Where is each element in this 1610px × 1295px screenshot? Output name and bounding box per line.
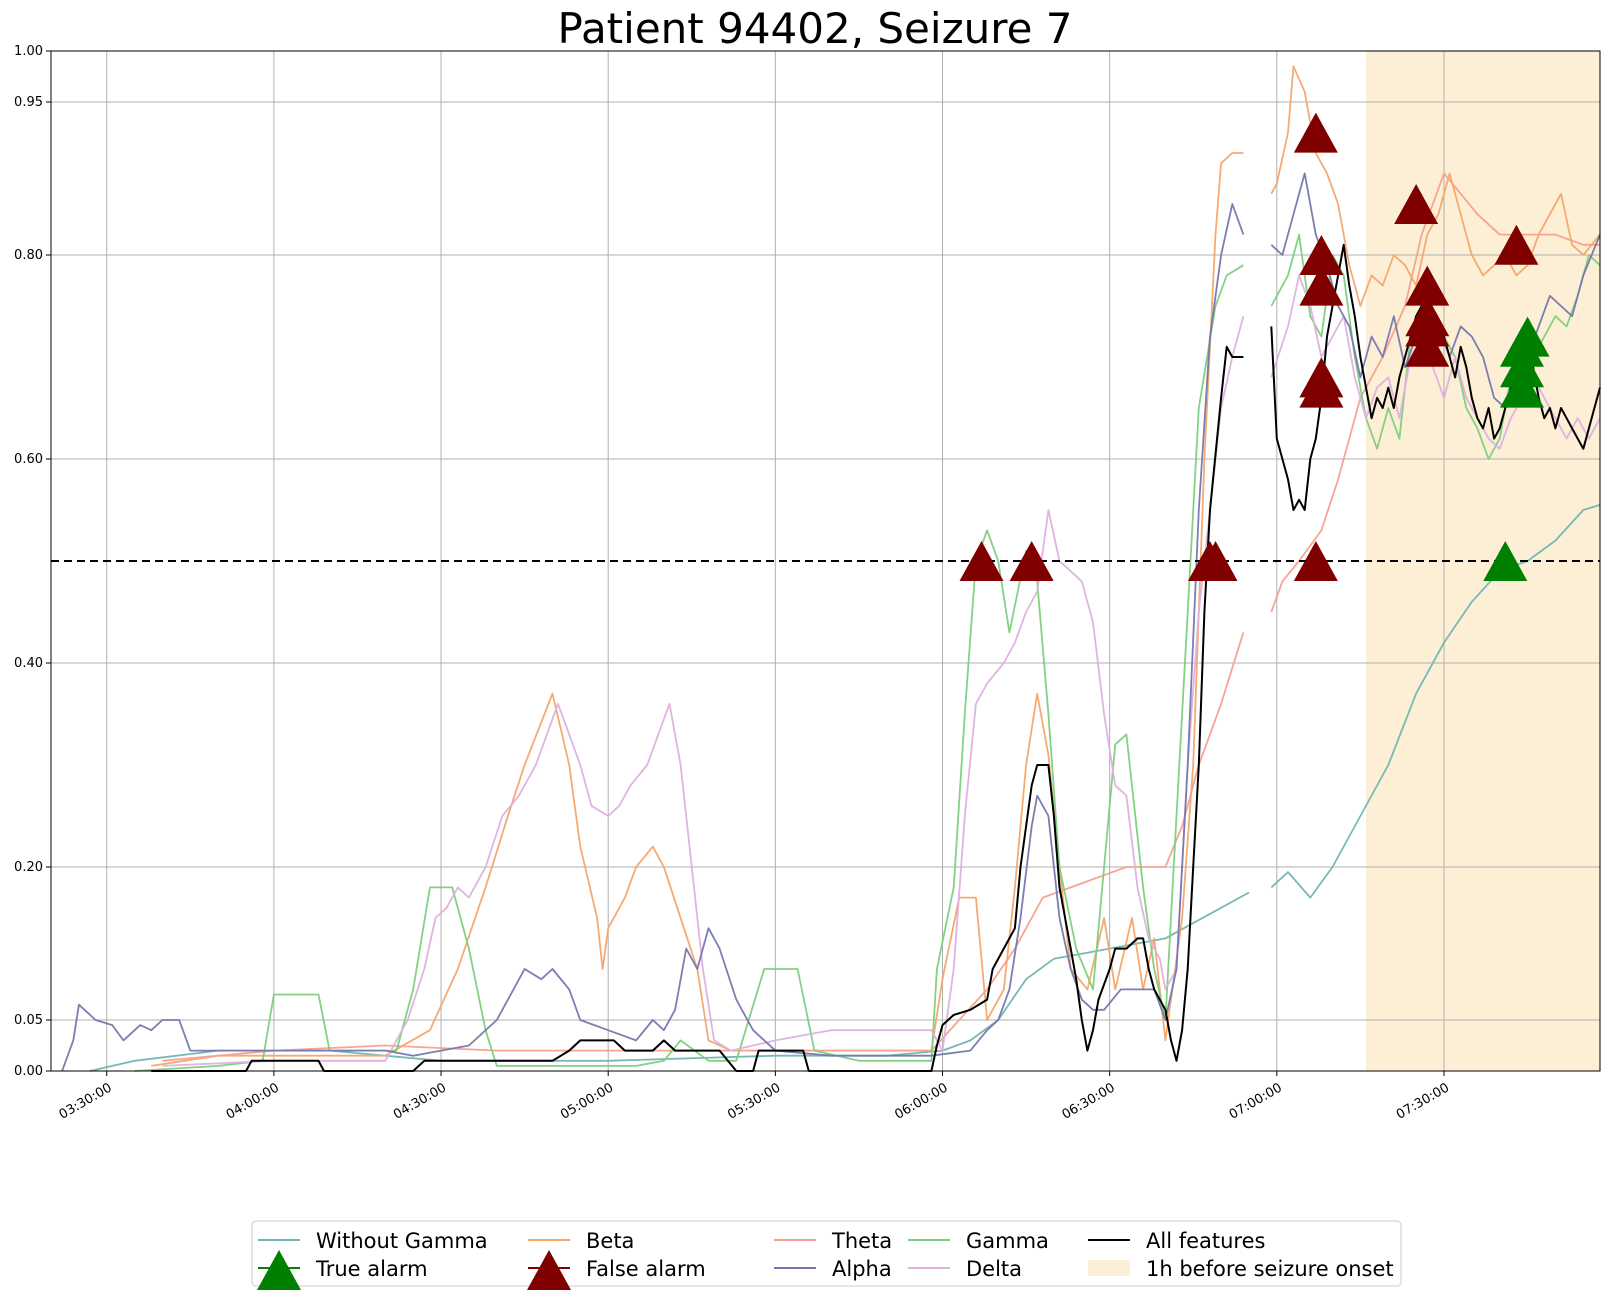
x-tick-label: 03:30:00 [57, 1080, 115, 1122]
legend-swatch-1h-before-seizure-onset [1088, 1260, 1130, 1276]
legend-label-delta: Delta [966, 1257, 1022, 1281]
legend: Without Gamma Beta Theta Gamma All features T… [251, 1220, 1402, 1290]
false-alarm-marker [1405, 326, 1450, 367]
legend-label-true-alarm: True alarm [315, 1257, 428, 1281]
y-tick-label: 0.95 [14, 95, 43, 110]
false-alarm-marker [1405, 306, 1450, 347]
legend-label-theta: Theta [831, 1229, 892, 1253]
false-alarm-marker [1299, 367, 1344, 408]
false-alarm-marker [1293, 112, 1338, 153]
legend-swatch-true-alarm [257, 1250, 301, 1290]
false-alarm-marker [1193, 541, 1238, 581]
true-alarm-marker [1499, 367, 1544, 408]
series-line-delta [162, 274, 1601, 1067]
legend-label-beta: Beta [586, 1229, 634, 1253]
legend-label-false-alarm: False alarm [586, 1257, 706, 1281]
x-tick-label: 04:30:00 [391, 1080, 449, 1122]
false-alarm-marker [1494, 224, 1539, 265]
legend-label-gamma: Gamma [966, 1229, 1049, 1253]
false-alarm-marker [1299, 265, 1344, 306]
false-alarm-marker [959, 541, 1004, 581]
legend-label-alpha: Alpha [832, 1257, 892, 1281]
y-tick-label: 0.40 [14, 656, 43, 671]
true-alarm-marker [1499, 347, 1544, 388]
true-alarm-marker [1505, 316, 1550, 357]
x-tick-label: 05:00:00 [558, 1080, 616, 1122]
y-tick-label: 0.60 [14, 452, 43, 467]
false-alarm-marker [1299, 235, 1344, 275]
y-tick-label: 0.20 [14, 860, 43, 875]
x-tick-label: 06:30:00 [1060, 1080, 1118, 1122]
x-tick-label: 04:00:00 [224, 1080, 282, 1122]
y-tick-label: 1.00 [14, 44, 43, 59]
legend-label-all-features: All features [1146, 1229, 1265, 1253]
false-alarm-marker [1293, 541, 1338, 581]
x-tick-label: 07:30:00 [1394, 1080, 1452, 1122]
x-tick-label: 06:00:00 [892, 1080, 950, 1122]
legend-swatch-false-alarm [527, 1250, 571, 1290]
legend-label-without-gamma: Without Gamma [316, 1229, 488, 1253]
true-alarm-marker [1483, 541, 1528, 581]
legend-label-1h-before-seizure-onset: 1h before seizure onset [1146, 1257, 1394, 1281]
false-alarm-marker [1405, 265, 1450, 306]
y-tick-label: 0.05 [14, 1013, 43, 1028]
false-alarm-marker [1009, 541, 1054, 581]
y-tick-label: 0.80 [14, 248, 43, 263]
chart-title: Patient 94402, Seizure 7 [558, 4, 1073, 53]
plot-area: 03:30:00 04:00:00 04:30:00 05:00:00 05:30:00… [14, 44, 1601, 1123]
false-alarm-marker [1394, 184, 1439, 224]
x-tick-label: 05:30:00 [725, 1080, 783, 1122]
axes-frame [50, 50, 1601, 1072]
y-tick-label: 0.00 [14, 1064, 43, 1079]
x-tick-label: 07:00:00 [1227, 1080, 1285, 1122]
